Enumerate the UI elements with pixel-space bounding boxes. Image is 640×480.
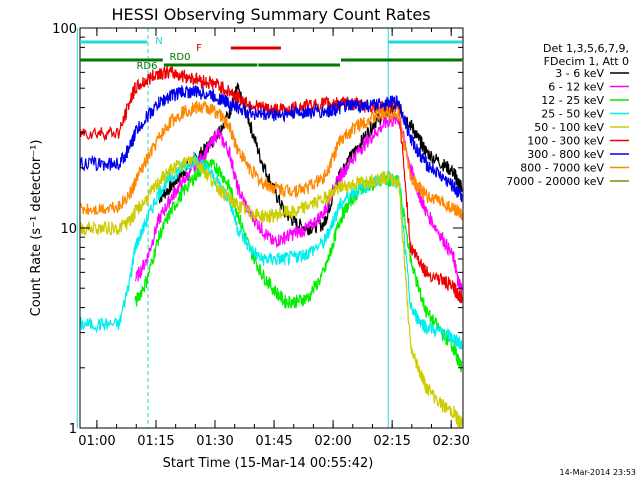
x-tick-label: 01:45 [255, 434, 292, 449]
legend-entry-label: 50 - 100 keV [534, 121, 604, 134]
y-tick-label: 100 [52, 22, 77, 37]
night-label: N [155, 36, 162, 47]
series-line-5 [79, 65, 463, 304]
rd0-label: RD0 [169, 52, 190, 63]
legend-entry-label: 7000 - 20000 keV [506, 175, 604, 188]
x-tick-label: 02:30 [432, 434, 469, 449]
legend-entry-label: 6 - 12 keV [548, 81, 604, 94]
x-tick-label: 01:30 [196, 434, 233, 449]
series-line-2 [134, 157, 463, 373]
x-tick-label: 02:15 [373, 434, 410, 449]
legend-header-line: Det 1,3,5,6,7,9, [543, 42, 629, 55]
legend-entry-label: 300 - 800 keV [527, 148, 604, 161]
axes: 01:00 01:15 01:30 01:45 02:00 02:15 02:30 1 10 10… [52, 22, 470, 449]
series-line-7 [79, 100, 463, 221]
observing-annotations: N F RD6 RD0 [80, 36, 462, 72]
legend-entry-label: 25 - 50 keV [541, 108, 604, 121]
series-line-3 [79, 151, 463, 350]
y-tick-label: 10 [60, 222, 77, 237]
x-tick-label: 02:00 [314, 434, 351, 449]
chart-title: HESSI Observing Summary Count Rates [111, 5, 430, 24]
legend-entry-label: 100 - 300 keV [527, 135, 604, 148]
x-tick-label: 01:15 [137, 434, 174, 449]
rd6-label: RD6 [136, 61, 157, 72]
flare-label: F [196, 43, 202, 54]
legend: Det 1,3,5,6,7,9,FDecim 1, Att 03 - 6 keV… [506, 42, 629, 188]
legend-entry-label: 800 - 7000 keV [520, 162, 604, 175]
y-tick-label: 1 [69, 422, 77, 437]
legend-header-line: FDecim 1, Att 0 [544, 55, 629, 68]
series-line-4 [79, 155, 463, 428]
series-line-6 [79, 84, 463, 203]
legend-entry-label: 3 - 6 keV [555, 67, 604, 80]
x-tick-label: 01:00 [78, 434, 115, 449]
series-group [79, 65, 463, 428]
x-axis-label: Start Time (15-Mar-14 00:55:42) [163, 456, 374, 471]
legend-entry-label: 12 - 25 keV [541, 94, 604, 107]
timestamp: 14-Mar-2014 23:53 [560, 468, 637, 477]
y-axis-label: Count Rate (s⁻¹ detector⁻¹) [29, 140, 44, 317]
series-line-1 [134, 113, 463, 293]
